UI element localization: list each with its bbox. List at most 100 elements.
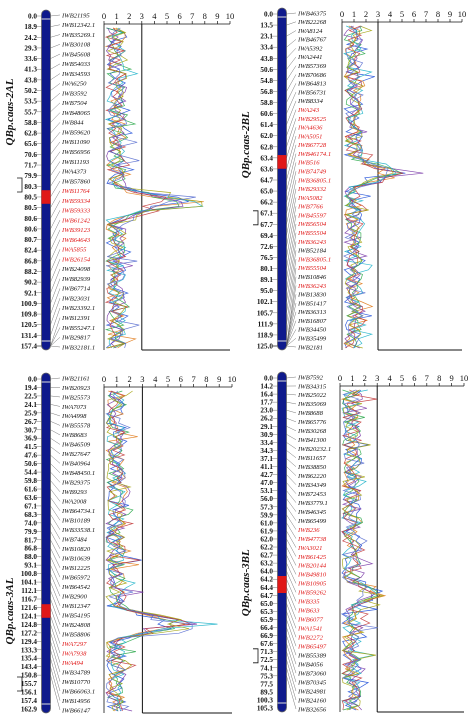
position-label: 33.4 — [260, 44, 273, 52]
marker-label: IWB29817 — [61, 335, 91, 342]
qtl-region — [41, 604, 51, 618]
position-label: 80.7 — [24, 236, 37, 244]
marker-label: IWB32656 — [297, 706, 327, 713]
lod-tick-label: 0 — [340, 9, 344, 19]
marker-connector — [286, 627, 297, 656]
marker-connector — [286, 197, 297, 247]
marker-label: IWB34789 — [61, 669, 91, 676]
marker-label: IWB20923 — [61, 385, 91, 392]
position-label: 61.0 — [260, 519, 273, 527]
position-label: 89.5 — [260, 688, 273, 696]
position-label: 33.6 — [24, 55, 37, 63]
marker-label: IWA1541 — [297, 626, 322, 633]
marker-label: IWA5392 — [297, 45, 323, 52]
position-label: 54.8 — [260, 77, 273, 85]
position-label: 64.7 — [260, 177, 273, 185]
marker-connector — [50, 337, 61, 347]
marker-label: IWB3779.1 — [297, 500, 328, 507]
marker-label: IWB2181 — [297, 344, 323, 351]
position-label: 58.8 — [24, 119, 37, 127]
marker-connector — [286, 21, 297, 26]
marker-label: IWB20232.1 — [297, 446, 331, 453]
marker-label: IWB27647 — [61, 451, 91, 458]
lod-tick-label: 9 — [217, 374, 221, 384]
position-label: 121.6 — [21, 604, 38, 612]
lod-tick-label: 9 — [215, 11, 219, 21]
marker-label: IWB34450 — [297, 327, 327, 334]
lod-curve — [106, 390, 218, 712]
position-label: 0.0 — [264, 11, 273, 19]
marker-label: IWB10189 — [61, 518, 91, 525]
position-label: 72.5 — [260, 656, 273, 664]
lod-tick-label: 6 — [177, 11, 181, 21]
lod-tick-label: 10 — [460, 373, 469, 383]
marker-connector — [50, 497, 61, 511]
marker-connector — [50, 395, 61, 398]
position-label: 47.0 — [260, 479, 273, 487]
marker-label: IWB10770 — [61, 679, 91, 686]
marker-connector — [50, 539, 61, 559]
marker-label: IWB45597 — [297, 212, 327, 219]
marker-connector — [50, 161, 61, 176]
position-label: 112.1 — [21, 587, 37, 595]
position-label: 47.6 — [24, 452, 37, 460]
marker-connector — [286, 223, 297, 280]
marker-label: IWA7938 — [61, 650, 87, 657]
lod-tick-label: 5 — [400, 373, 404, 383]
position-label: 81.7 — [24, 536, 37, 544]
position-label: 80.1 — [260, 265, 273, 273]
qtl-region — [277, 576, 287, 593]
chromosome-bar — [277, 371, 287, 713]
marker-label: IWB65972 — [61, 575, 91, 582]
marker-connector — [286, 659, 297, 692]
qtl-bracket — [253, 648, 259, 664]
marker-connector — [286, 450, 297, 458]
marker-label: IWB62220 — [297, 473, 327, 480]
position-label: 56.8 — [260, 88, 273, 96]
position-label: 64.0 — [260, 568, 273, 576]
marker-connector — [50, 632, 61, 663]
position-label: 71.3 — [260, 648, 273, 656]
marker-connector — [286, 546, 297, 566]
marker-label: IWB52184 — [297, 248, 327, 255]
marker-connector — [50, 259, 61, 283]
position-label: 95.0 — [260, 287, 273, 295]
marker-label: IWB38850 — [297, 464, 327, 471]
marker-label: IWB66063.1 — [61, 688, 95, 695]
marker-connector — [286, 39, 297, 48]
marker-connector — [286, 127, 297, 158]
marker-connector — [286, 232, 297, 291]
position-label: 127.2 — [21, 629, 38, 637]
marker-connector — [50, 288, 61, 315]
marker-label: IWB4056 — [297, 661, 324, 668]
marker-connector — [286, 587, 297, 611]
marker-label: IWB36243 — [297, 283, 327, 290]
marker-connector — [50, 229, 61, 251]
lod-tick-label: 6 — [412, 9, 416, 19]
marker-label: IWB65776 — [297, 419, 327, 426]
marker-connector — [286, 320, 297, 347]
position-label: 42.7 — [260, 471, 273, 479]
marker-connector — [286, 83, 297, 103]
position-label: 25.9 — [24, 409, 37, 417]
marker-label: IWB59620 — [61, 129, 91, 136]
lod-curve — [105, 390, 193, 712]
position-label: 93.1 — [24, 562, 37, 570]
marker-label: IWB24098 — [61, 266, 91, 273]
marker-connector — [286, 579, 297, 602]
marker-label: IWB36805.1 — [297, 177, 331, 184]
position-label: 68.3 — [24, 511, 37, 519]
position-label: 66.2 — [260, 199, 273, 207]
marker-connector — [50, 210, 61, 229]
marker-connector — [286, 442, 297, 449]
marker-label: IWB35499 — [297, 336, 327, 343]
marker-connector — [286, 206, 297, 258]
marker-label: IWB24981 — [297, 688, 326, 695]
marker-connector — [286, 188, 297, 236]
marker-label: IWB16807 — [297, 318, 327, 325]
marker-label: IWB57369 — [297, 63, 327, 70]
position-label: 88.0 — [24, 553, 37, 561]
marker-label: IWA3021 — [297, 545, 322, 552]
marker-connector — [50, 404, 61, 407]
marker-connector — [286, 162, 297, 203]
